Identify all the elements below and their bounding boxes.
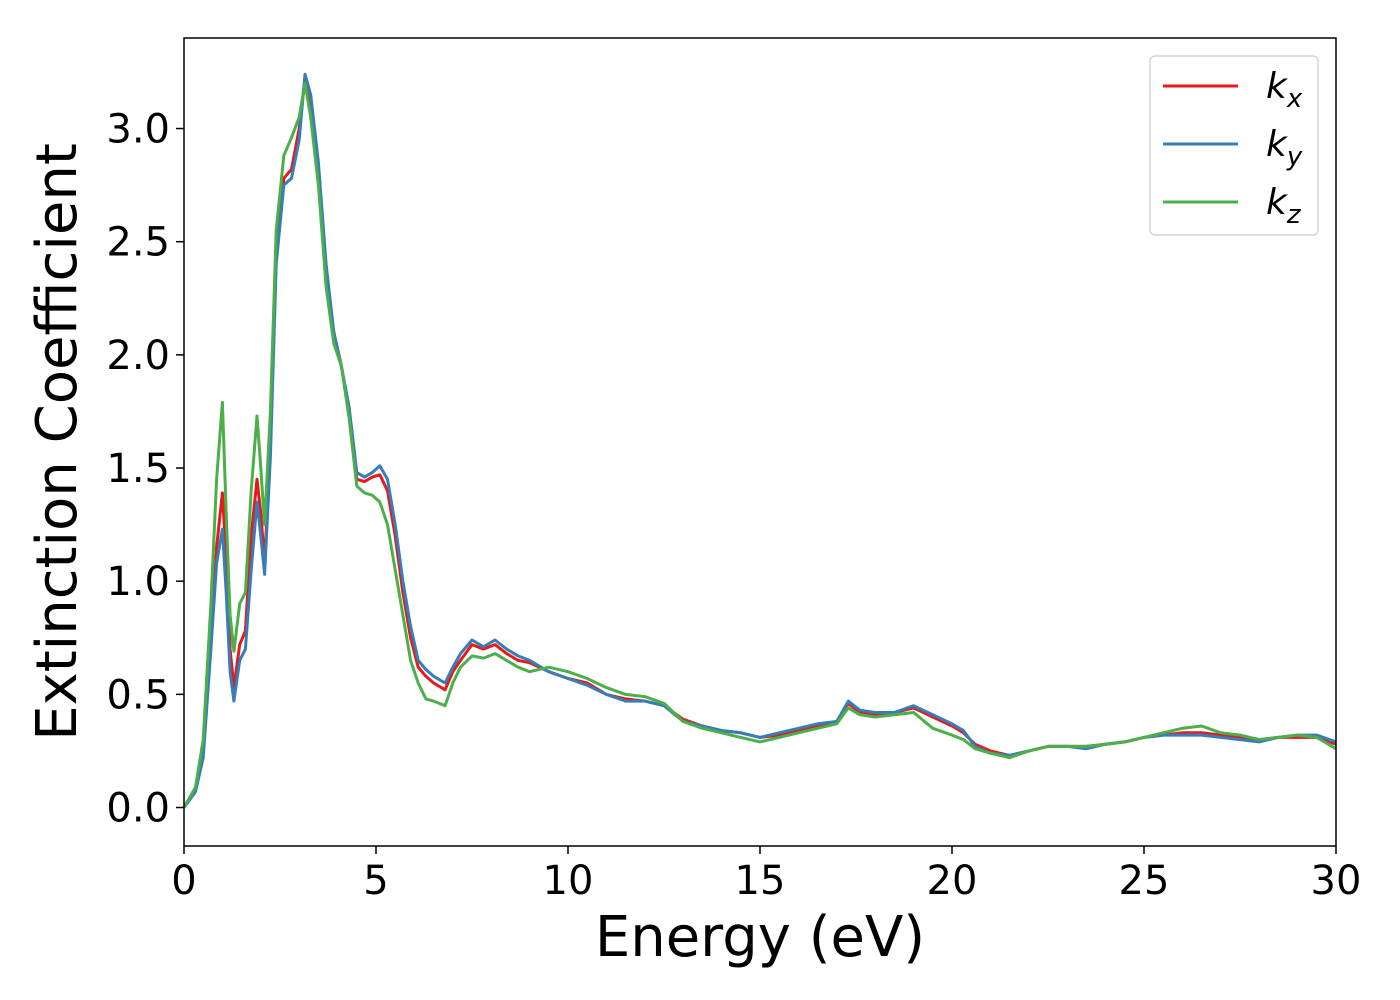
x-tick-label: 15: [735, 858, 786, 904]
series-line-z: [182, 81, 1337, 809]
y-tick-label: 3.0: [106, 107, 170, 153]
y-tick-label: 2.0: [106, 333, 170, 379]
x-tick-label: 20: [927, 858, 978, 904]
y-tick-label: 1.5: [106, 446, 170, 492]
x-tick-label: 5: [363, 858, 388, 904]
x-tick-label: 25: [1119, 858, 1170, 904]
x-axis-title: Energy (eV): [595, 905, 925, 970]
legend-label-x: kx: [1266, 66, 1303, 114]
y-tick-label: 1.0: [106, 559, 170, 605]
y-tick-label: 0.0: [106, 786, 170, 832]
x-tick-label: 30: [1311, 858, 1362, 904]
legend-label-y: ky: [1266, 124, 1303, 172]
legend: kx ky kz: [1149, 55, 1319, 236]
x-tick-label: 0: [171, 858, 196, 904]
legend-label-z: kz: [1266, 182, 1302, 230]
y-tick-label: 2.5: [106, 220, 170, 266]
series-lines: [182, 72, 1337, 809]
x-axis: 0 5 10 15 20 25 30: [171, 846, 1361, 904]
y-axis: 0.0 0.5 1.0 1.5 2.0 2.5 3.0: [106, 107, 184, 832]
x-tick-label: 10: [543, 858, 594, 904]
y-axis-title: Extinction Coefficient: [25, 143, 90, 741]
y-tick-label: 0.5: [106, 672, 170, 718]
